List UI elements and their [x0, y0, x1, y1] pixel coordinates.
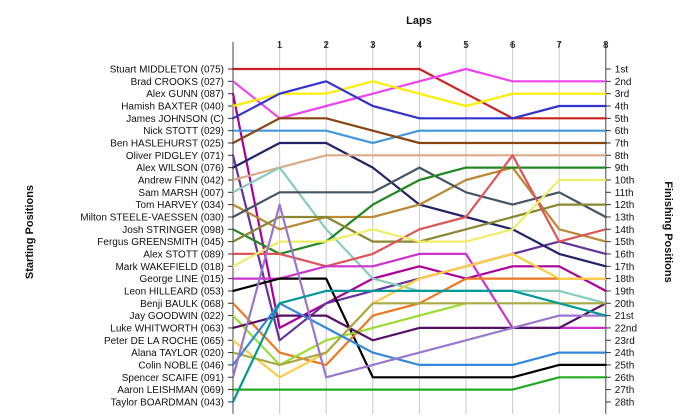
rider-label: Benji BAULK (068) — [140, 299, 224, 310]
finishing-position-label: 1st — [615, 65, 629, 76]
lap-label: 5 — [463, 40, 469, 51]
finishing-position-label: 8th — [615, 151, 629, 162]
lap-label: 2 — [323, 40, 329, 51]
finishing-position-label: 6th — [615, 126, 629, 137]
rider-label: Ben HASLEHURST (025) — [110, 138, 224, 149]
rider-label: Fergus GREENSMITH (045) — [97, 237, 224, 248]
finishing-position-label: 11th — [615, 188, 634, 199]
rider-label: Taylor BOARDMAN (043) — [111, 397, 224, 408]
finishing-position-label: 3rd — [615, 89, 629, 100]
finishing-position-label: 27th — [615, 385, 634, 396]
lap-labels: 1 2 3 4 5 6 7 8 — [277, 40, 609, 51]
finishing-position-label: 7th — [615, 138, 629, 149]
finishing-position-label: 16th — [615, 249, 634, 260]
series-line — [231, 166, 607, 255]
rider-label: James JOHNSON (C) — [126, 114, 224, 125]
finishing-position-label: 5th — [615, 114, 629, 125]
finishing-position-label: 18th — [615, 274, 634, 285]
lap-label: 8 — [603, 40, 609, 51]
finishing-position-label: 20th — [615, 299, 634, 310]
series-line — [231, 302, 468, 366]
finishing-position-label: 9th — [615, 163, 629, 174]
rider-label: Alex WILSON (076) — [136, 163, 224, 174]
series-line — [231, 252, 607, 379]
rider-labels: Stuart MIDDLETON (075)Brad CROOKS (027)A… — [80, 65, 224, 409]
rider-label: Alex STOTT (089) — [143, 249, 224, 260]
series-line — [231, 92, 607, 329]
rider-label: George LINE (015) — [140, 274, 225, 285]
rider-label: Leon HILLEARD (053) — [124, 286, 224, 297]
finishing-position-label: 13th — [615, 212, 634, 223]
finishing-position-label: 2nd — [615, 77, 632, 88]
plot-frame — [232, 42, 607, 414]
lap-label: 1 — [277, 40, 283, 51]
finishing-position-label: 26th — [615, 373, 634, 384]
finishing-position-label: 4th — [615, 101, 629, 112]
finishing-position-label: 22nd — [615, 323, 637, 334]
rider-label: Andrew FINN (042) — [138, 175, 224, 186]
series-lines — [231, 67, 607, 403]
series-line — [231, 178, 607, 268]
finishing-position-label: 24th — [615, 348, 634, 359]
series-line — [231, 129, 607, 145]
rider-label: Aaron LEISHMAN (069) — [117, 385, 224, 396]
series-line — [231, 376, 607, 391]
series-line — [231, 289, 607, 403]
laps-title: Laps — [406, 15, 432, 27]
rider-label: Jay GOODWIN (022) — [130, 311, 224, 322]
lap-label: 6 — [510, 40, 516, 51]
rider-label: Tom HARVEY (034) — [135, 200, 224, 211]
series-line — [231, 80, 607, 108]
finishing-position-label: 14th — [615, 225, 634, 236]
finishing-position-label: 28th — [615, 397, 634, 408]
finishing-position-label: 17th — [615, 262, 634, 273]
rider-label: Hamish BAXTER (040) — [121, 101, 224, 112]
series-line — [231, 154, 607, 182]
finishing-position-label: 25th — [615, 360, 634, 371]
series-line — [231, 302, 607, 366]
rider-label: Spencer SCAIFE (091) — [122, 373, 224, 384]
rider-label: Brad CROOKS (027) — [131, 77, 224, 88]
rider-label: Oliver PIDGLEY (071) — [126, 151, 224, 162]
rider-label: Josh STRINGER (098) — [122, 225, 224, 236]
rider-label: Alex GUNN (087) — [146, 89, 224, 100]
series-line — [231, 80, 607, 120]
rider-label: Mark WAKEFIELD (018) — [115, 262, 224, 273]
finishing-position-label: 10th — [615, 175, 634, 186]
rider-label: Luke WHITWORTH (063) — [110, 323, 224, 334]
series-line — [231, 302, 607, 366]
series-line — [231, 117, 607, 145]
finishing-position-label: 23rd — [615, 336, 635, 347]
rider-label: Milton STEELE-VAESSEN (030) — [80, 212, 224, 223]
starting-positions-title: Starting Positions — [24, 185, 36, 279]
lap-label: 3 — [370, 40, 376, 51]
finishing-position-label: 12th — [615, 200, 634, 211]
series-line — [231, 277, 607, 379]
lap-label: 7 — [556, 40, 562, 51]
series-line — [231, 203, 607, 379]
finishing-position-label: 15th — [615, 237, 634, 248]
finishing-position-label: 21st — [615, 311, 634, 322]
rider-label: Sam MARSH (007) — [138, 188, 224, 199]
rider-label: Peter DE LA ROCHE (065) — [104, 336, 224, 347]
lap-label: 4 — [417, 40, 423, 51]
series-line — [231, 67, 607, 120]
rider-label: Stuart MIDDLETON (075) — [110, 65, 224, 76]
rider-label: Alana TAYLOR (020) — [131, 348, 224, 359]
rider-label: Colin NOBLE (046) — [138, 360, 224, 371]
finishing-labels: 1st2nd3rd4th5th6th7th8th9th10th11th12th1… — [615, 65, 637, 409]
rider-label: Nick STOTT (029) — [143, 126, 224, 137]
series-line — [231, 302, 607, 342]
tick-marks — [228, 42, 611, 403]
finishing-position-label: 19th — [615, 286, 634, 297]
finishing-positions-title: Finishing Positions — [662, 181, 674, 282]
series-line — [231, 67, 607, 120]
